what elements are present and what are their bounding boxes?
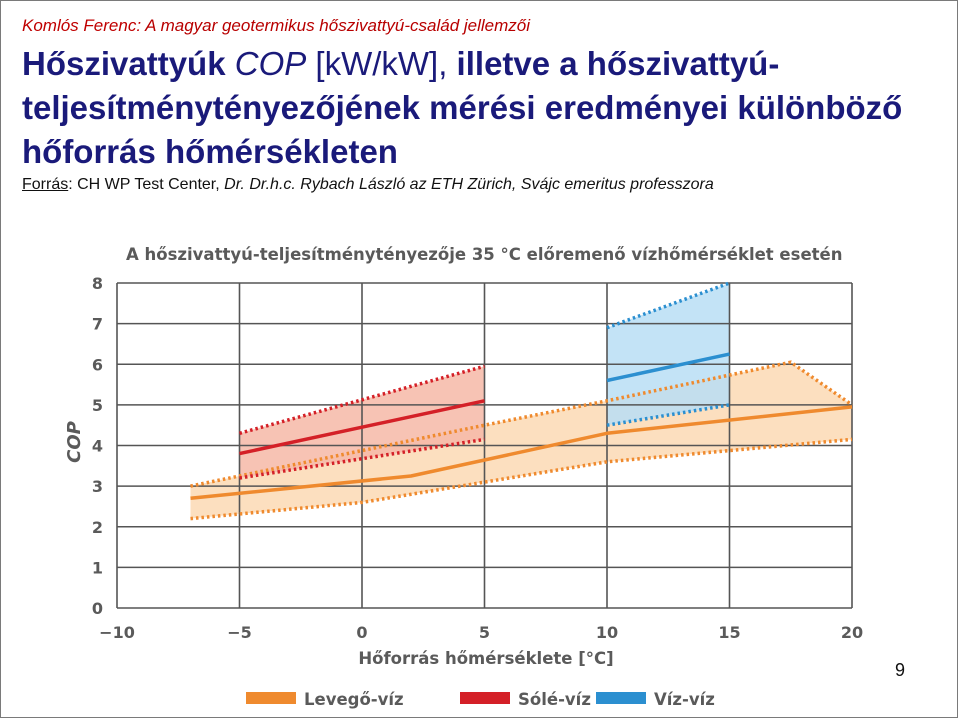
- y-tick-label: 2: [92, 518, 103, 537]
- slide-header: Komlós Ferenc: A magyar geotermikus hősz…: [22, 16, 530, 36]
- chart-legend: Levegő-víz Sólé-víz Víz-víz: [246, 690, 715, 709]
- page-number: 9: [894, 660, 905, 680]
- source-text: : CH WP Test Center,: [68, 176, 225, 193]
- x-tick-label: 5: [479, 623, 490, 642]
- title-part2: illetve a hőszivattyú-teljesítménytényez…: [22, 45, 903, 170]
- y-axis-label: COP: [64, 421, 85, 463]
- x-tick-label: 20: [841, 623, 863, 642]
- header-author: Komlós Ferenc:: [22, 16, 142, 35]
- levego-viz-legend-swatch: [246, 692, 296, 704]
- x-tick-label: 10: [596, 623, 618, 642]
- viz-viz-band: [607, 283, 730, 426]
- source-label: Forrás: [22, 176, 69, 193]
- viz-viz-line: [606, 352, 730, 383]
- x-tick-label: 15: [718, 623, 740, 642]
- sole-viz-upper-bound: [239, 364, 485, 435]
- viz-viz-lower-bound: [606, 403, 730, 427]
- y-tick-label: 0: [92, 599, 103, 618]
- confidence-bands: [190, 283, 852, 519]
- levego-viz-upper-bound: [190, 360, 854, 488]
- slide-title: Hőszivattyúk COP [kW/kW], illetve a hősz…: [22, 42, 952, 174]
- series-lines: [190, 281, 854, 521]
- y-tick-label: 4: [92, 437, 103, 456]
- title-cop: COP: [234, 45, 307, 82]
- chart-title: A hőszivattyú-teljesítménytényezője 35 °…: [126, 245, 842, 264]
- chart-grid: [116, 282, 853, 609]
- header-subtitle: A magyar geotermikus hőszivattyú-család …: [145, 16, 530, 35]
- levego-viz-line: [190, 405, 853, 501]
- title-unit: [kW/kW],: [306, 45, 448, 82]
- y-tick-label: 8: [92, 274, 103, 293]
- y-tick-label: 3: [92, 477, 103, 496]
- y-tick-label: 5: [92, 396, 103, 415]
- axis-ticks: −10 −5 0 5 10 15 20 0 1 2 3 4 5 6 7 8: [92, 274, 863, 642]
- x-axis-label: Hőforrás hőmérséklete [°C]: [358, 649, 613, 668]
- x-tick-label: 0: [356, 623, 367, 642]
- viz-viz-legend-label: Víz-víz: [654, 690, 715, 709]
- source-line: Forrás: CH WP Test Center, Dr. Dr.h.c. R…: [22, 176, 714, 194]
- y-tick-label: 1: [92, 558, 103, 577]
- sole-viz-line: [239, 399, 485, 456]
- x-tick-label: −5: [227, 623, 252, 642]
- sole-viz-legend-label: Sólé-víz: [518, 690, 591, 709]
- y-tick-label: 6: [92, 355, 103, 374]
- x-tick-label: −10: [99, 623, 135, 642]
- title-part1: Hőszivattyúk: [22, 45, 235, 82]
- viz-viz-legend-swatch: [596, 692, 646, 704]
- levego-viz-legend-label: Levegő-víz: [304, 690, 404, 709]
- sole-viz-legend-swatch: [460, 692, 510, 704]
- y-tick-label: 7: [92, 315, 103, 334]
- source-author: Dr. Dr.h.c. Rybach László az ETH Zürich,…: [224, 176, 714, 193]
